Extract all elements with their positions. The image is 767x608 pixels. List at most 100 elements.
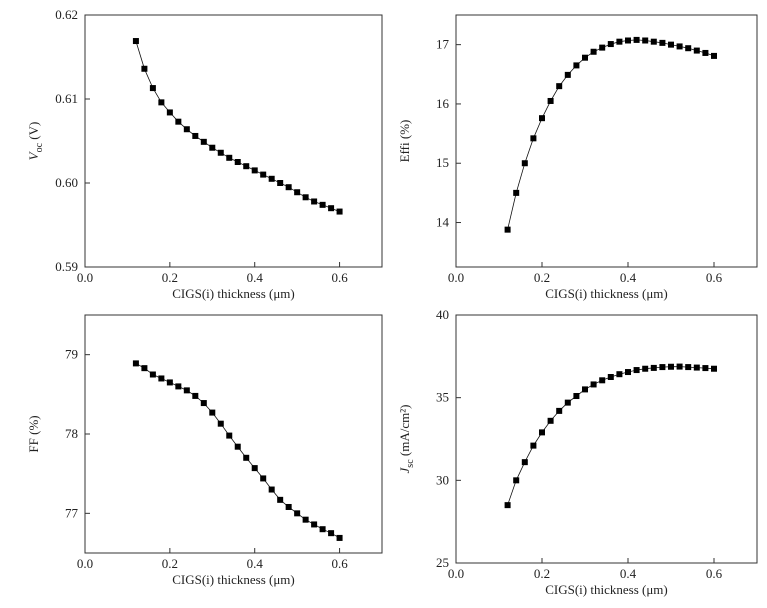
- data-point: [607, 374, 614, 380]
- series-line: [135, 363, 340, 539]
- data-point: [158, 375, 165, 382]
- data-point: [319, 201, 326, 208]
- data-point: [693, 47, 700, 54]
- data-point: [659, 39, 666, 46]
- data-point: [141, 65, 148, 72]
- data-point: [599, 44, 606, 51]
- data-point: [599, 377, 606, 384]
- y-tick-label: 25: [436, 555, 449, 570]
- data-point: [277, 496, 284, 503]
- y-tick-label: 0.62: [55, 7, 78, 22]
- data-point: [650, 38, 657, 45]
- data-point: [513, 477, 520, 484]
- data-point: [217, 149, 224, 156]
- data-point: [693, 364, 700, 371]
- y-tick-label: 30: [436, 472, 449, 487]
- data-point: [521, 160, 528, 167]
- data-point: [650, 364, 657, 371]
- data-point: [192, 392, 199, 399]
- data-point: [132, 360, 139, 367]
- data-point: [582, 386, 588, 393]
- data-point: [642, 365, 649, 372]
- data-point: [590, 381, 597, 388]
- data-point: [702, 365, 709, 372]
- data-point: [209, 409, 216, 416]
- data-point: [530, 135, 537, 142]
- y-tick-label: 15: [436, 155, 449, 170]
- y-axis-label-subscript: oc: [34, 142, 45, 152]
- data-point: [311, 521, 318, 528]
- y-tick-label: 0.60: [55, 175, 78, 190]
- y-tick-label: 16: [436, 96, 450, 111]
- data-point: [277, 180, 284, 186]
- x-tick-label: 0.2: [162, 556, 178, 571]
- data-point: [234, 443, 241, 450]
- x-axis-label: CIGS(i) thickness (μm): [545, 286, 668, 301]
- data-point: [226, 154, 233, 161]
- data-point: [642, 37, 649, 44]
- data-point: [183, 126, 190, 133]
- data-point: [294, 510, 301, 517]
- x-tick-label: 0.0: [77, 270, 93, 285]
- x-axis-label: CIGS(i) thickness (μm): [172, 286, 295, 301]
- data-point: [166, 109, 173, 116]
- data-point: [539, 429, 545, 436]
- data-point: [311, 198, 318, 205]
- series-line: [507, 366, 715, 506]
- data-point: [711, 52, 717, 59]
- y-tick-label: 77: [65, 505, 79, 520]
- x-tick-label: 0.0: [448, 566, 464, 581]
- x-tick-label: 0.6: [331, 270, 348, 285]
- y-tick-label: 78: [65, 426, 78, 441]
- data-point: [513, 189, 520, 196]
- y-axis-label-symbol: FF: [26, 438, 41, 452]
- x-tick-label: 0.6: [706, 270, 723, 285]
- data-point: [166, 379, 173, 386]
- data-point: [149, 371, 156, 378]
- y-tick-label: 0.61: [55, 91, 78, 106]
- data-point: [616, 371, 623, 378]
- y-tick-label: 17: [436, 37, 450, 52]
- data-point: [556, 83, 563, 90]
- data-point: [175, 383, 182, 390]
- series-line: [507, 39, 715, 230]
- data-point: [625, 37, 631, 44]
- data-point: [711, 365, 717, 372]
- x-tick-label: 0.2: [534, 270, 550, 285]
- x-tick-label: 0.4: [247, 270, 264, 285]
- x-axis-label: CIGS(i) thickness (μm): [172, 572, 295, 587]
- data-point: [294, 189, 301, 196]
- data-point: [633, 36, 640, 43]
- data-point: [668, 41, 674, 48]
- y-axis-label: Voc (V): [26, 122, 45, 161]
- x-tick-label: 0.2: [162, 270, 178, 285]
- panel-ff: 0.0 0.2 0.4 0.6 77 78 79 CIGS(i) thickness (μm)…: [26, 314, 383, 587]
- data-point: [209, 144, 216, 151]
- data-point: [251, 167, 258, 174]
- y-tick-label: 0.59: [55, 259, 78, 274]
- y-tick-label: 35: [436, 390, 449, 405]
- x-tick-label: 0.6: [331, 556, 348, 571]
- data-point: [319, 526, 326, 533]
- data-point: [217, 420, 224, 427]
- y-axis-label-unit: (%): [26, 415, 41, 438]
- y-tick-label: 14: [436, 215, 450, 230]
- y-tick-label: 79: [65, 347, 78, 362]
- data-point: [183, 387, 190, 394]
- data-point: [175, 118, 182, 125]
- data-point: [192, 132, 199, 139]
- y-tick-label: 40: [436, 307, 449, 322]
- data-point: [633, 367, 640, 374]
- y-axis-label-unit: (V): [26, 122, 41, 143]
- data-point: [573, 62, 580, 69]
- data-point: [200, 138, 207, 145]
- data-point: [521, 459, 528, 466]
- data-point: [685, 364, 692, 371]
- data-point: [564, 399, 571, 406]
- x-axis-label: CIGS(i) thickness (μm): [545, 582, 668, 597]
- panel-voc: 0.0 0.2 0.4 0.6 0.59 0.60 0.61 0.62 CIGS(i) thic…: [26, 7, 383, 301]
- data-point: [132, 38, 139, 45]
- data-point: [676, 43, 683, 50]
- data-point: [676, 363, 683, 370]
- data-point: [268, 486, 275, 493]
